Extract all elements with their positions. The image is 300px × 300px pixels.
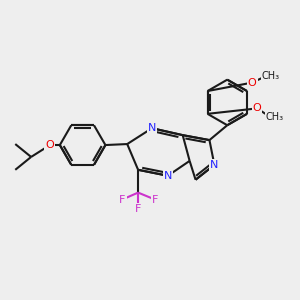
Text: N: N: [210, 160, 219, 170]
Text: N: N: [164, 171, 172, 181]
Text: O: O: [248, 78, 256, 88]
Text: F: F: [119, 194, 125, 205]
Text: F: F: [135, 204, 141, 214]
Text: O: O: [253, 103, 261, 113]
Text: CH₃: CH₃: [266, 112, 284, 122]
Text: N: N: [148, 123, 156, 133]
Text: F: F: [152, 194, 158, 205]
Text: CH₃: CH₃: [262, 71, 280, 81]
Text: O: O: [46, 140, 54, 150]
